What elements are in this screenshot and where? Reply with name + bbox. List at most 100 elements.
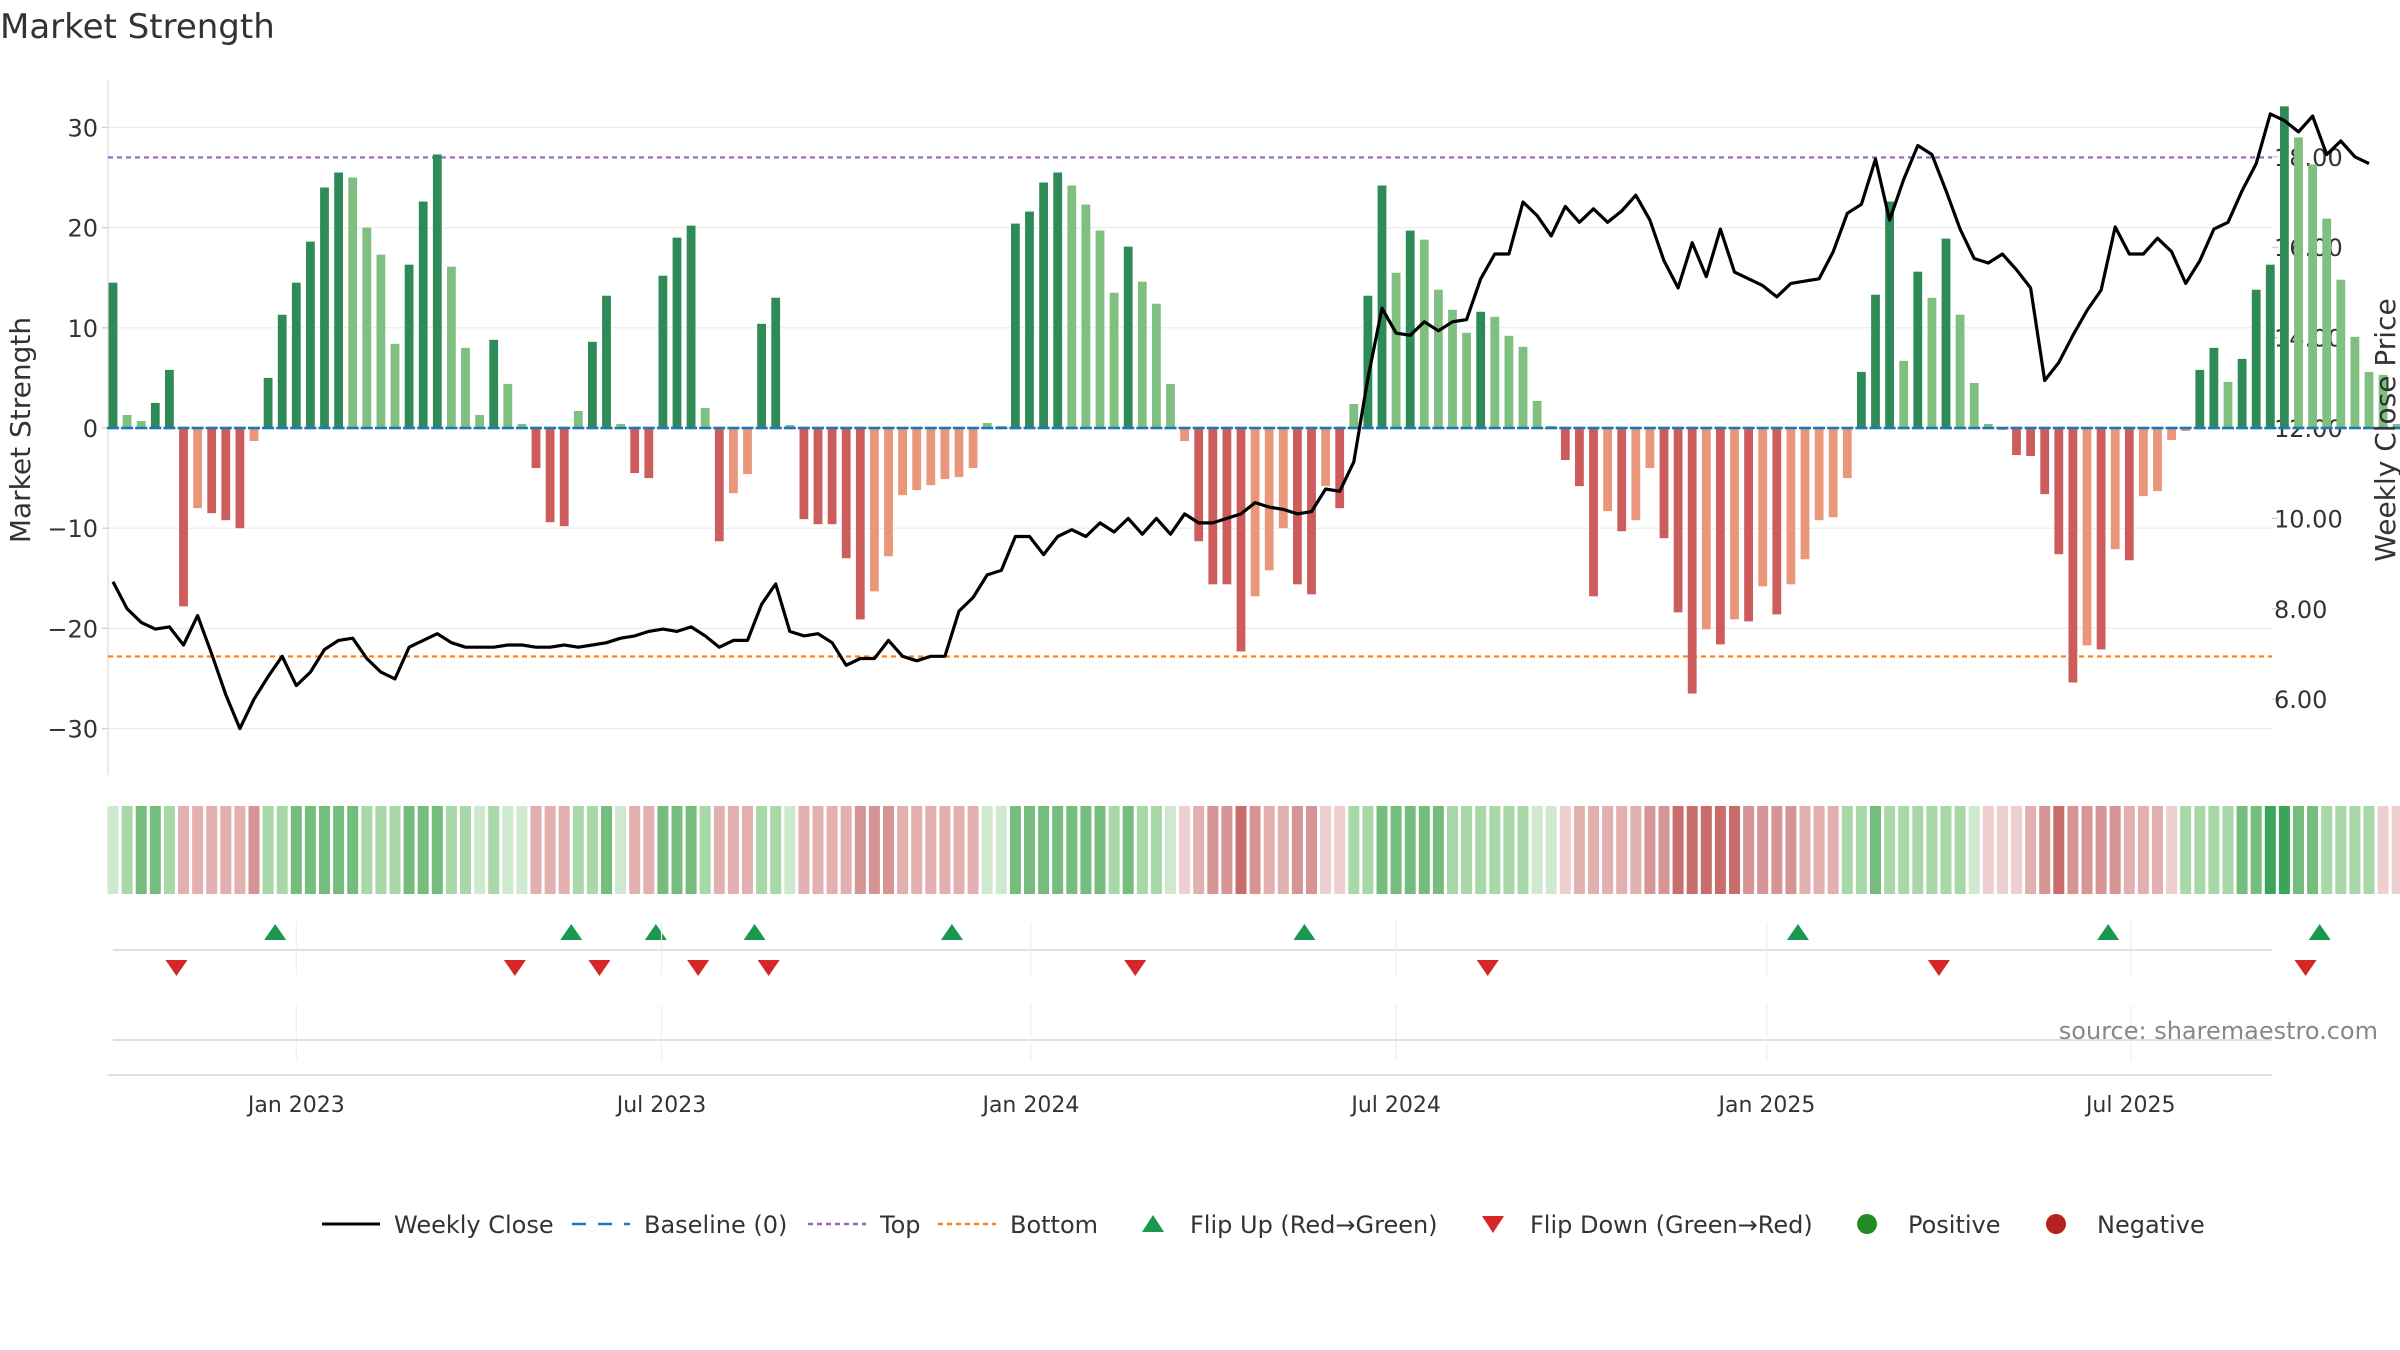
flip-up-marker [1293,924,1316,940]
strip-cell [2278,806,2290,894]
bar-negative [884,428,893,557]
y-left-tick-label: 30 [67,114,98,142]
bar-negative [1659,428,1669,539]
strip-cell [1165,806,1176,894]
bar-negative [1786,428,1796,585]
flip-down-marker [1476,960,1499,976]
bar-positive [2336,279,2346,428]
bar-negative [1293,428,1302,585]
y-left-tick-label: −10 [47,515,98,543]
bar-negative [968,428,978,469]
strip-cell [1108,806,1120,894]
bar-negative [249,428,259,442]
bar-positive [2364,371,2374,428]
x-tick-label: Jan 2023 [246,1093,345,1118]
strip-cell [234,806,246,894]
legend-swatch-flip-down [1482,1216,1504,1233]
bar-negative [1673,428,1683,613]
bar-positive [376,254,386,428]
bar-positive [1448,309,1457,428]
legend-swatch-positive [1857,1214,1877,1234]
bar-positive [602,295,611,428]
bar-positive [418,201,428,428]
strip-cell [1263,806,1275,894]
strip-cell [784,806,796,894]
bar-negative [1772,428,1782,615]
bar-positive [1969,382,1979,428]
bar-positive [2195,369,2205,428]
strip-cell [713,806,725,894]
strip-cell [2109,806,2121,894]
bar-positive [1152,303,1161,428]
strip-cell [1517,806,1529,894]
bar-positive [1476,311,1486,428]
strip-cell [1658,806,1670,894]
strip-cell [657,806,669,894]
strip-cell [1870,806,1881,894]
bar-positive [447,266,456,428]
strip-cell [868,806,880,894]
legend-label-negative: Negative [2097,1211,2205,1239]
bar-positive [686,225,696,428]
strip-cell [1136,806,1148,894]
bar-positive [616,423,625,428]
bar-negative [1180,428,1189,442]
strip-cell [2095,806,2107,894]
flip-up-marker [940,924,963,940]
source-note: source: sharemaestro.com [2059,1017,2378,1045]
bar-negative [2181,428,2191,432]
strip-cell [1898,806,1910,894]
bar-positive [1885,201,1894,428]
bar-negative [954,428,964,478]
flip-down-marker [1927,960,1950,976]
bar-negative [2026,428,2035,457]
flip-up-marker [560,924,583,940]
bar-positive [320,187,329,428]
bar-positive [588,341,597,428]
bar-negative [1687,428,1697,694]
strip-cell [276,806,288,894]
strip-cell [178,806,189,894]
strip-cell [1827,806,1839,894]
bar-positive [503,383,513,428]
strip-cell [826,806,838,894]
strip-cell [361,806,373,894]
bar-negative [207,428,217,514]
bar-negative [714,428,724,542]
bar-positive [1363,295,1373,428]
bar-positive [982,422,992,428]
strip-cell [1404,806,1416,894]
bar-negative [559,428,569,527]
bar-positive [1081,204,1091,428]
bar-negative [1208,428,1218,585]
strip-cell [1785,806,1797,894]
strip-cell [1334,806,1346,894]
strip-cell [1813,806,1825,894]
strip-cell [2011,806,2022,894]
strip-cell [2123,806,2135,894]
strip-cell [1771,806,1783,894]
strip-cell [192,806,204,894]
flip-down-marker [687,960,710,976]
bar-negative [221,428,231,521]
bar-negative [827,428,837,525]
strip-cell [967,806,979,894]
strip-cell [1644,806,1656,894]
x-tick-label: Jul 2024 [1349,1093,1441,1118]
bar-positive [1913,271,1923,428]
bar-positive [2265,264,2275,428]
bar-positive [404,264,414,428]
strip-cell [685,806,697,894]
legend: Weekly Close Baseline (0) Top Bottom Flip Up… [322,1211,2205,1239]
strip-cell [1461,806,1473,894]
legend-item-close: Weekly Close [322,1211,554,1239]
strip-cell [1390,806,1402,894]
y-left-tick-label: −20 [47,615,98,643]
bar-positive [2223,381,2233,428]
legend-label-baseline: Baseline (0) [644,1211,787,1239]
legend-label-bottom: Bottom [1010,1211,1098,1239]
strip-cell [417,806,429,894]
legend-item-flipup: Flip Up (Red→Green) [1142,1211,1438,1239]
bar-negative [1842,428,1852,479]
legend-item-baseline: Baseline (0) [572,1211,787,1239]
